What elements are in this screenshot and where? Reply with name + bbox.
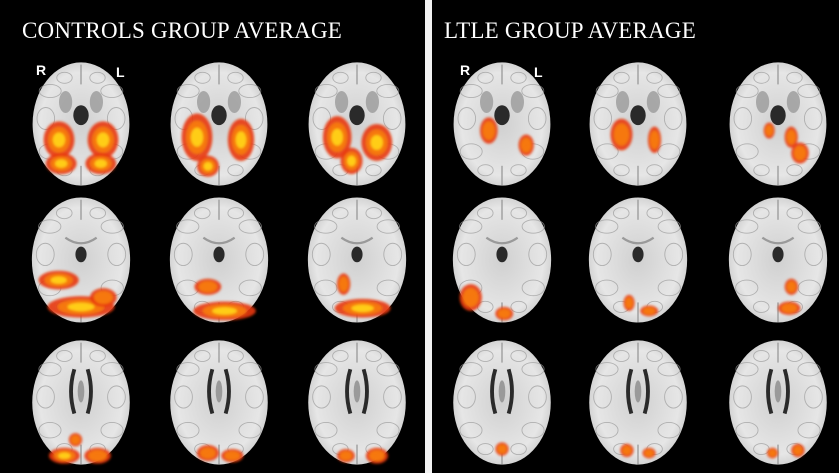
ltle-right-label: R bbox=[460, 62, 471, 78]
ltle-slice-6 bbox=[722, 193, 834, 327]
controls-slice-7 bbox=[22, 336, 140, 469]
controls-slice-8 bbox=[160, 336, 278, 469]
ltle-slice-2 bbox=[582, 58, 694, 190]
ltle-slice-4 bbox=[446, 193, 558, 327]
controls-panel-title: CONTROLS GROUP AVERAGE bbox=[22, 18, 343, 43]
controls-slice-6 bbox=[298, 193, 416, 327]
ltle-slice-1 bbox=[446, 58, 558, 190]
controls-slice-2 bbox=[160, 58, 278, 190]
controls-left-label: L bbox=[116, 64, 125, 80]
ltle-slice-8 bbox=[582, 336, 694, 469]
ltle-slice-5 bbox=[582, 193, 694, 327]
controls-slice-5 bbox=[160, 193, 278, 327]
controls-panel: CONTROLS GROUP AVERAGE R L bbox=[0, 0, 425, 473]
ltle-panel-title: LTLE GROUP AVERAGE bbox=[444, 18, 696, 43]
controls-slice-4 bbox=[22, 193, 140, 327]
ltle-slice-7 bbox=[446, 336, 558, 469]
controls-slice-9 bbox=[298, 336, 416, 469]
ltle-slice-9 bbox=[722, 336, 834, 469]
panel-divider bbox=[425, 0, 432, 473]
ltle-left-label: L bbox=[534, 64, 543, 80]
ltle-slice-3 bbox=[722, 58, 834, 190]
controls-slice-3 bbox=[298, 58, 416, 190]
controls-slice-1 bbox=[22, 58, 140, 190]
ltle-panel: LTLE GROUP AVERAGE R L bbox=[432, 0, 839, 473]
controls-right-label: R bbox=[36, 62, 47, 78]
